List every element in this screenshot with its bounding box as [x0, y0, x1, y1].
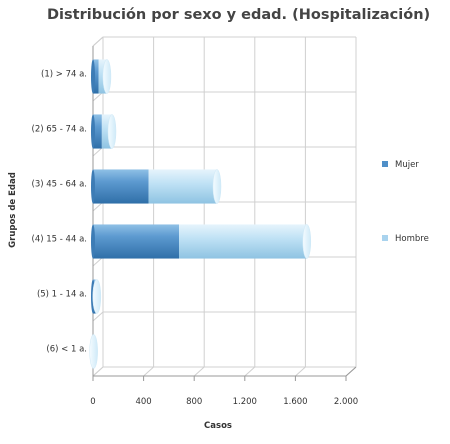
bar-end-cap: [212, 169, 222, 204]
back-wall: [93, 37, 356, 376]
y-axis-title: Grupos de Edad: [8, 172, 18, 248]
legend-swatch-mujer: [382, 161, 388, 167]
legend-label-hombre: Hombre: [395, 234, 429, 244]
legend-label-mujer: Mujer: [395, 160, 419, 170]
x-tick-label: 1.200: [233, 397, 257, 407]
gridline-category-wall: [92, 36, 104, 47]
floor-edge: [345, 366, 357, 377]
y-tick-label: (2) 65 - 74 a.: [32, 125, 87, 135]
bar-mujer: [93, 169, 149, 204]
bar-start-cap: [91, 169, 95, 204]
y-tick-label: (1) > 74 a.: [41, 70, 87, 80]
bar-end-cap: [92, 279, 102, 314]
bar-mujer: [93, 114, 102, 149]
gridline-floor: [295, 366, 306, 377]
x-tick-label: 2.000: [334, 397, 358, 407]
x-axis-title: Casos: [204, 421, 232, 431]
bar-end-cap: [107, 114, 117, 149]
y-tick-labels: (1) > 74 a. (2) 65 - 74 a. (3) 45 - 64 a. (…: [32, 70, 87, 355]
bars: [89, 59, 312, 369]
bar-end-cap: [302, 224, 312, 259]
gridline-floor: [193, 366, 205, 377]
bar-mujer: [93, 224, 180, 259]
bar-hombre: [148, 169, 217, 204]
bar-end-cap: [89, 334, 98, 369]
x-tick-label: 0: [90, 397, 95, 407]
y-tick-label: (3) 45 - 64 a.: [32, 180, 87, 190]
bar-mujer: [93, 59, 99, 94]
y-tick-label: (4) 15 - 44 a.: [32, 235, 87, 245]
x-tick-label: 1.600: [283, 397, 307, 407]
gridline-floor: [143, 366, 154, 377]
bar-hombre: [179, 224, 307, 259]
bar-start-cap: [91, 224, 95, 259]
x-tick-label: 400: [135, 397, 151, 407]
gridline-category-wall: [92, 311, 104, 322]
bar-start-cap: [91, 114, 95, 149]
plot-area: [92, 36, 356, 376]
x-tick-label: 800: [186, 397, 202, 407]
gridline-floor: [244, 366, 256, 377]
y-tick-label: (5) 1 - 14 a.: [37, 290, 87, 300]
bar-hombre: [101, 114, 112, 149]
y-tick-label: (6) < 1 a.: [46, 345, 87, 355]
bar-end-cap: [102, 59, 112, 94]
bar-start-cap: [91, 59, 95, 94]
gridline-category-wall: [92, 366, 104, 377]
legend-swatch-hombre: [382, 235, 388, 241]
x-tick-labels: 0 400 800 1.200 1.600 2.000: [90, 397, 358, 407]
chart-title: Distribución por sexo y edad. (Hospitali…: [47, 7, 430, 23]
legend: Mujer Hombre: [382, 160, 429, 244]
